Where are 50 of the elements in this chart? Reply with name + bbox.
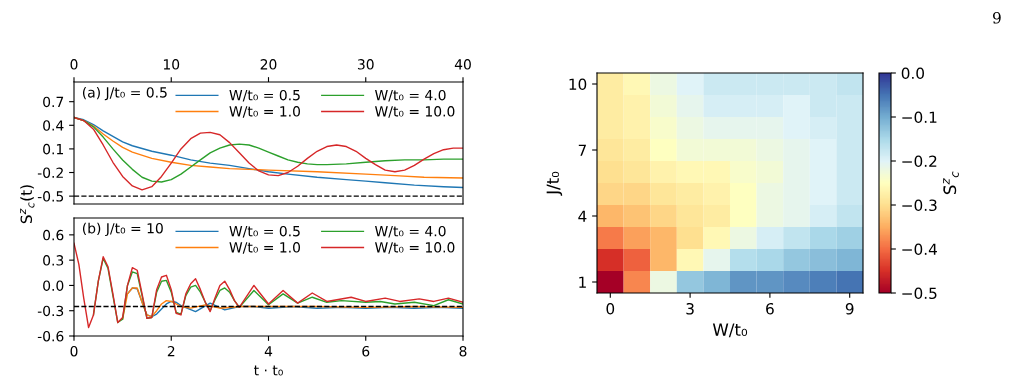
x-tick-label: 8 [459,345,467,357]
x-tick-label: 6 [362,345,370,357]
y-tick-label: 0.6 [43,229,64,241]
annotation: (a) J/t₀ = 0.5 [82,86,167,101]
annotation: (b) J/t₀ = 10 [82,222,163,237]
x-tick-label: 4 [264,346,273,357]
y-axis-title: J/t₀ [546,171,563,196]
text: 9 [992,12,1001,24]
x-axis-title: t · t₀ [254,365,283,376]
color-bar-label: −0.2 [902,155,937,168]
y-tick-label: 0.4 [43,120,64,131]
y-tick-label: -0.3 [37,305,64,317]
y-axis-title: S$^{z}$$_{c}$(t) [20,185,35,224]
x-tick-label: 0 [606,302,615,315]
y-tick-label: 0.7 [43,96,64,108]
x-tick-label: 0 [70,59,78,70]
x-tick-label: 6 [766,302,774,315]
y-tick-label: 4 [578,210,587,222]
legend-label: W/t₀ = 1.0 [229,242,301,254]
x-tick-label: 3 [686,302,694,315]
y-tick-label: 0.3 [43,255,64,266]
x-tick-label: 0 [70,345,78,357]
color-bar-label: 0.0 [901,67,924,80]
color-bar-title: S̄$^{z}$$_{c}$ [943,171,959,195]
color-bar-label: −0.5 [902,287,937,300]
legend-label: W/t₀ = 10.0 [375,242,455,254]
x-tick-label: 2 [167,345,175,357]
y-tick-label: -0.6 [37,330,64,342]
legend-label: W/t₀ = 0.5 [229,89,300,102]
x-tick-label: 30 [357,59,374,70]
y-tick-label: 1 [579,276,586,288]
legend-label: W/t₀ = 4.0 [375,89,446,102]
legend-label: W/t₀ = 10.0 [375,106,455,118]
color-bar-label: −0.4 [902,243,937,256]
y-tick-label: 0.0 [43,280,64,291]
x-tick-label: 40 [454,59,471,70]
x-tick-label: 10 [163,59,180,70]
y-tick-label: -0.5 [37,191,64,202]
x-tick-label: 20 [260,59,277,70]
color-bar-label: −0.1 [902,111,937,124]
y-tick-label: 10 [569,78,587,91]
x-tick-label: 9 [845,302,854,315]
legend-label: W/t₀ = 1.0 [229,106,301,118]
legend-label: W/t₀ = 4.0 [375,225,446,238]
y-tick-label: 7 [578,144,586,156]
y-tick-label: 0.1 [43,143,63,155]
legend-label: W/t₀ = 0.5 [229,225,300,238]
color-bar-label: −0.3 [902,199,937,212]
y-tick-label: -0.2 [37,167,63,178]
x-axis-title: W/t₀ [712,323,748,338]
